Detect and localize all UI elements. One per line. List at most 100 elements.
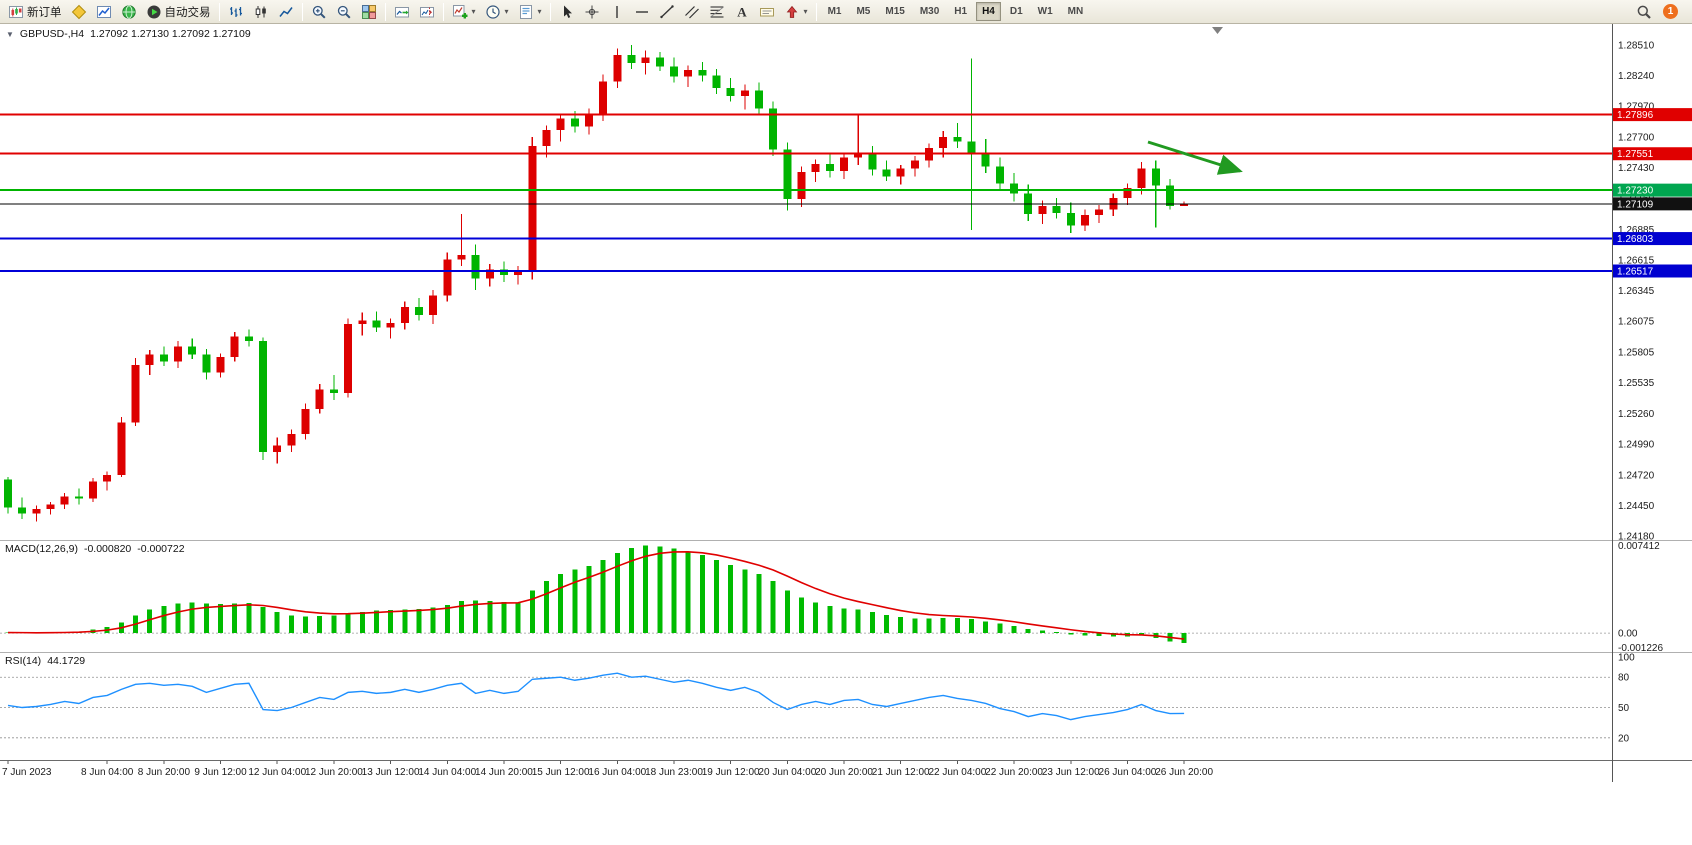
svg-text:1.28510: 1.28510 [1618, 40, 1655, 51]
text-label-button[interactable] [755, 1, 779, 22]
svg-text:1.25260: 1.25260 [1618, 409, 1655, 420]
timeframe-w1-button[interactable]: W1 [1032, 2, 1059, 21]
svg-text:20: 20 [1618, 733, 1630, 744]
svg-text:12 Jun 20:00: 12 Jun 20:00 [305, 767, 363, 778]
price-tag-1.27109: 1.27109 [1613, 197, 1692, 211]
zoom-in-button[interactable] [307, 1, 331, 22]
timeframe-m30-button[interactable]: M30 [914, 2, 945, 21]
svg-text:1.27896: 1.27896 [1617, 110, 1654, 121]
svg-text:19 Jun 12:00: 19 Jun 12:00 [702, 767, 760, 778]
bar-chart-button[interactable] [224, 1, 248, 22]
chart-title: ▼ GBPUSD-,H4 1.27092 1.27130 1.27092 1.2… [6, 28, 251, 40]
cursor-button[interactable] [555, 1, 579, 22]
chart-canvas[interactable]: 1.28510 1.28240 1.27970 1.27700 1.27430 1.271… [0, 24, 1692, 845]
templates-icon [518, 4, 534, 20]
auto-scroll-button[interactable] [390, 1, 414, 22]
toolbar-separator [218, 2, 220, 21]
crosshair-button[interactable] [580, 1, 604, 22]
autotrading-button[interactable]: 自动交易 [142, 1, 215, 22]
templates-button[interactable]: ▾ [514, 1, 546, 22]
notifications-badge[interactable]: 1 [1663, 4, 1678, 19]
horizontal-line-button[interactable] [630, 1, 654, 22]
svg-text:9 Jun 12:00: 9 Jun 12:00 [194, 767, 247, 778]
zoom-out-icon [336, 4, 352, 20]
svg-text:22 Jun 20:00: 22 Jun 20:00 [985, 767, 1043, 778]
horizontal-line-icon [634, 4, 650, 20]
macd-signal-value: -0.000722 [137, 543, 185, 555]
svg-text:1.28240: 1.28240 [1618, 71, 1655, 82]
fibonacci-button[interactable] [705, 1, 729, 22]
zoom-in-icon [311, 4, 327, 20]
new-order-button[interactable]: 新订单 [4, 1, 66, 22]
toolbar-separator [384, 2, 386, 21]
panel-separators[interactable] [0, 540, 1692, 761]
chart-shift-icon [419, 4, 435, 20]
timeframe-d1-button[interactable]: D1 [1004, 2, 1029, 21]
periods-button[interactable]: ▾ [481, 1, 513, 22]
timeframe-h4-button[interactable]: H4 [976, 2, 1001, 21]
one-click-trading-arrow-icon[interactable]: ▼ [6, 29, 14, 39]
svg-text:8 Jun 20:00: 8 Jun 20:00 [138, 767, 191, 778]
svg-text:18 Jun 23:00: 18 Jun 23:00 [645, 767, 703, 778]
svg-text:13 Jun 12:00: 13 Jun 12:00 [362, 767, 420, 778]
svg-text:16 Jun 04:00: 16 Jun 04:00 [588, 767, 646, 778]
indicators-button[interactable]: ▾ [448, 1, 480, 22]
svg-text:80: 80 [1618, 673, 1630, 684]
toolbar-right: 1 [1632, 1, 1688, 22]
text-button[interactable]: A [730, 1, 754, 22]
rsi-panel [0, 672, 1612, 739]
macd-label: MACD(12,26,9) [5, 543, 78, 555]
trend-arrow-annotation[interactable] [1147, 140, 1243, 175]
trendline-button[interactable] [655, 1, 679, 22]
zoom-out-button[interactable] [332, 1, 356, 22]
svg-text:A: A [737, 4, 747, 19]
search-button[interactable] [1632, 1, 1656, 22]
candlestick-chart-button[interactable] [249, 1, 273, 22]
timeframe-h1-button[interactable]: H1 [948, 2, 973, 21]
macd-main-value: -0.000820 [83, 543, 132, 555]
time-axis[interactable]: 7 Jun 2023 8 Jun 04:00 8 Jun 20:00 9 Jun 12… [2, 761, 1213, 778]
timeframe-m1-button[interactable]: M1 [822, 2, 848, 21]
svg-text:1.27700: 1.27700 [1618, 132, 1655, 143]
price-tag-1.26517: 1.26517 [1613, 264, 1692, 278]
chart-symbol-period: GBPUSD-,H4 [19, 28, 85, 40]
new-order-button-label: 新订单 [27, 6, 62, 19]
chart-shift-marker[interactable] [1212, 27, 1223, 34]
svg-text:1.26345: 1.26345 [1618, 286, 1655, 297]
profiles-button[interactable] [117, 1, 141, 22]
line-chart-button[interactable] [274, 1, 298, 22]
profiles-icon [121, 4, 137, 20]
new-order-icon [8, 4, 24, 20]
timeframe-mn-button[interactable]: MN [1062, 2, 1090, 21]
rsi-line [7, 672, 1185, 721]
metaeditor-button[interactable] [67, 1, 91, 22]
svg-text:1.25535: 1.25535 [1618, 378, 1655, 389]
vertical-line-button[interactable] [605, 1, 629, 22]
toolbar-separator [549, 2, 551, 21]
search-icon [1636, 4, 1652, 20]
macd-indicator-caption: MACD(12,26,9) -0.000820 -0.000722 [5, 543, 185, 555]
new-chart-button[interactable] [92, 1, 116, 22]
toolbar-separator [301, 2, 303, 21]
svg-text:23 Jun 12:00: 23 Jun 12:00 [1042, 767, 1100, 778]
toolbar-separator [815, 2, 817, 21]
svg-text:0.00: 0.00 [1618, 629, 1638, 640]
svg-text:15 Jun 12:00: 15 Jun 12:00 [532, 767, 590, 778]
arrows-icon [784, 4, 800, 20]
timeframe-m5-button[interactable]: M5 [850, 2, 876, 21]
svg-text:14 Jun 20:00: 14 Jun 20:00 [475, 767, 533, 778]
arrows-button[interactable]: ▾ [780, 1, 812, 22]
chart-shift-button[interactable] [415, 1, 439, 22]
macd-signal-line [7, 551, 1185, 640]
svg-text:1.27551: 1.27551 [1617, 149, 1654, 160]
chart-ohlc-values: 1.27092 1.27130 1.27092 1.27109 [90, 28, 251, 40]
svg-text:1.26615: 1.26615 [1618, 255, 1655, 266]
timeframe-m15-button[interactable]: M15 [879, 2, 910, 21]
svg-text:1.27109: 1.27109 [1617, 199, 1654, 210]
channel-button[interactable] [680, 1, 704, 22]
chart-background [0, 24, 1692, 845]
toolbar: 新订单 自动交易 ▾ ▾ ▾ A ▾ M1 M5 M15 M30 H1 H4 D1 W1 MN 1 [0, 0, 1692, 24]
tile-windows-button[interactable] [357, 1, 381, 22]
dropdown-arrow-icon: ▾ [471, 7, 476, 16]
